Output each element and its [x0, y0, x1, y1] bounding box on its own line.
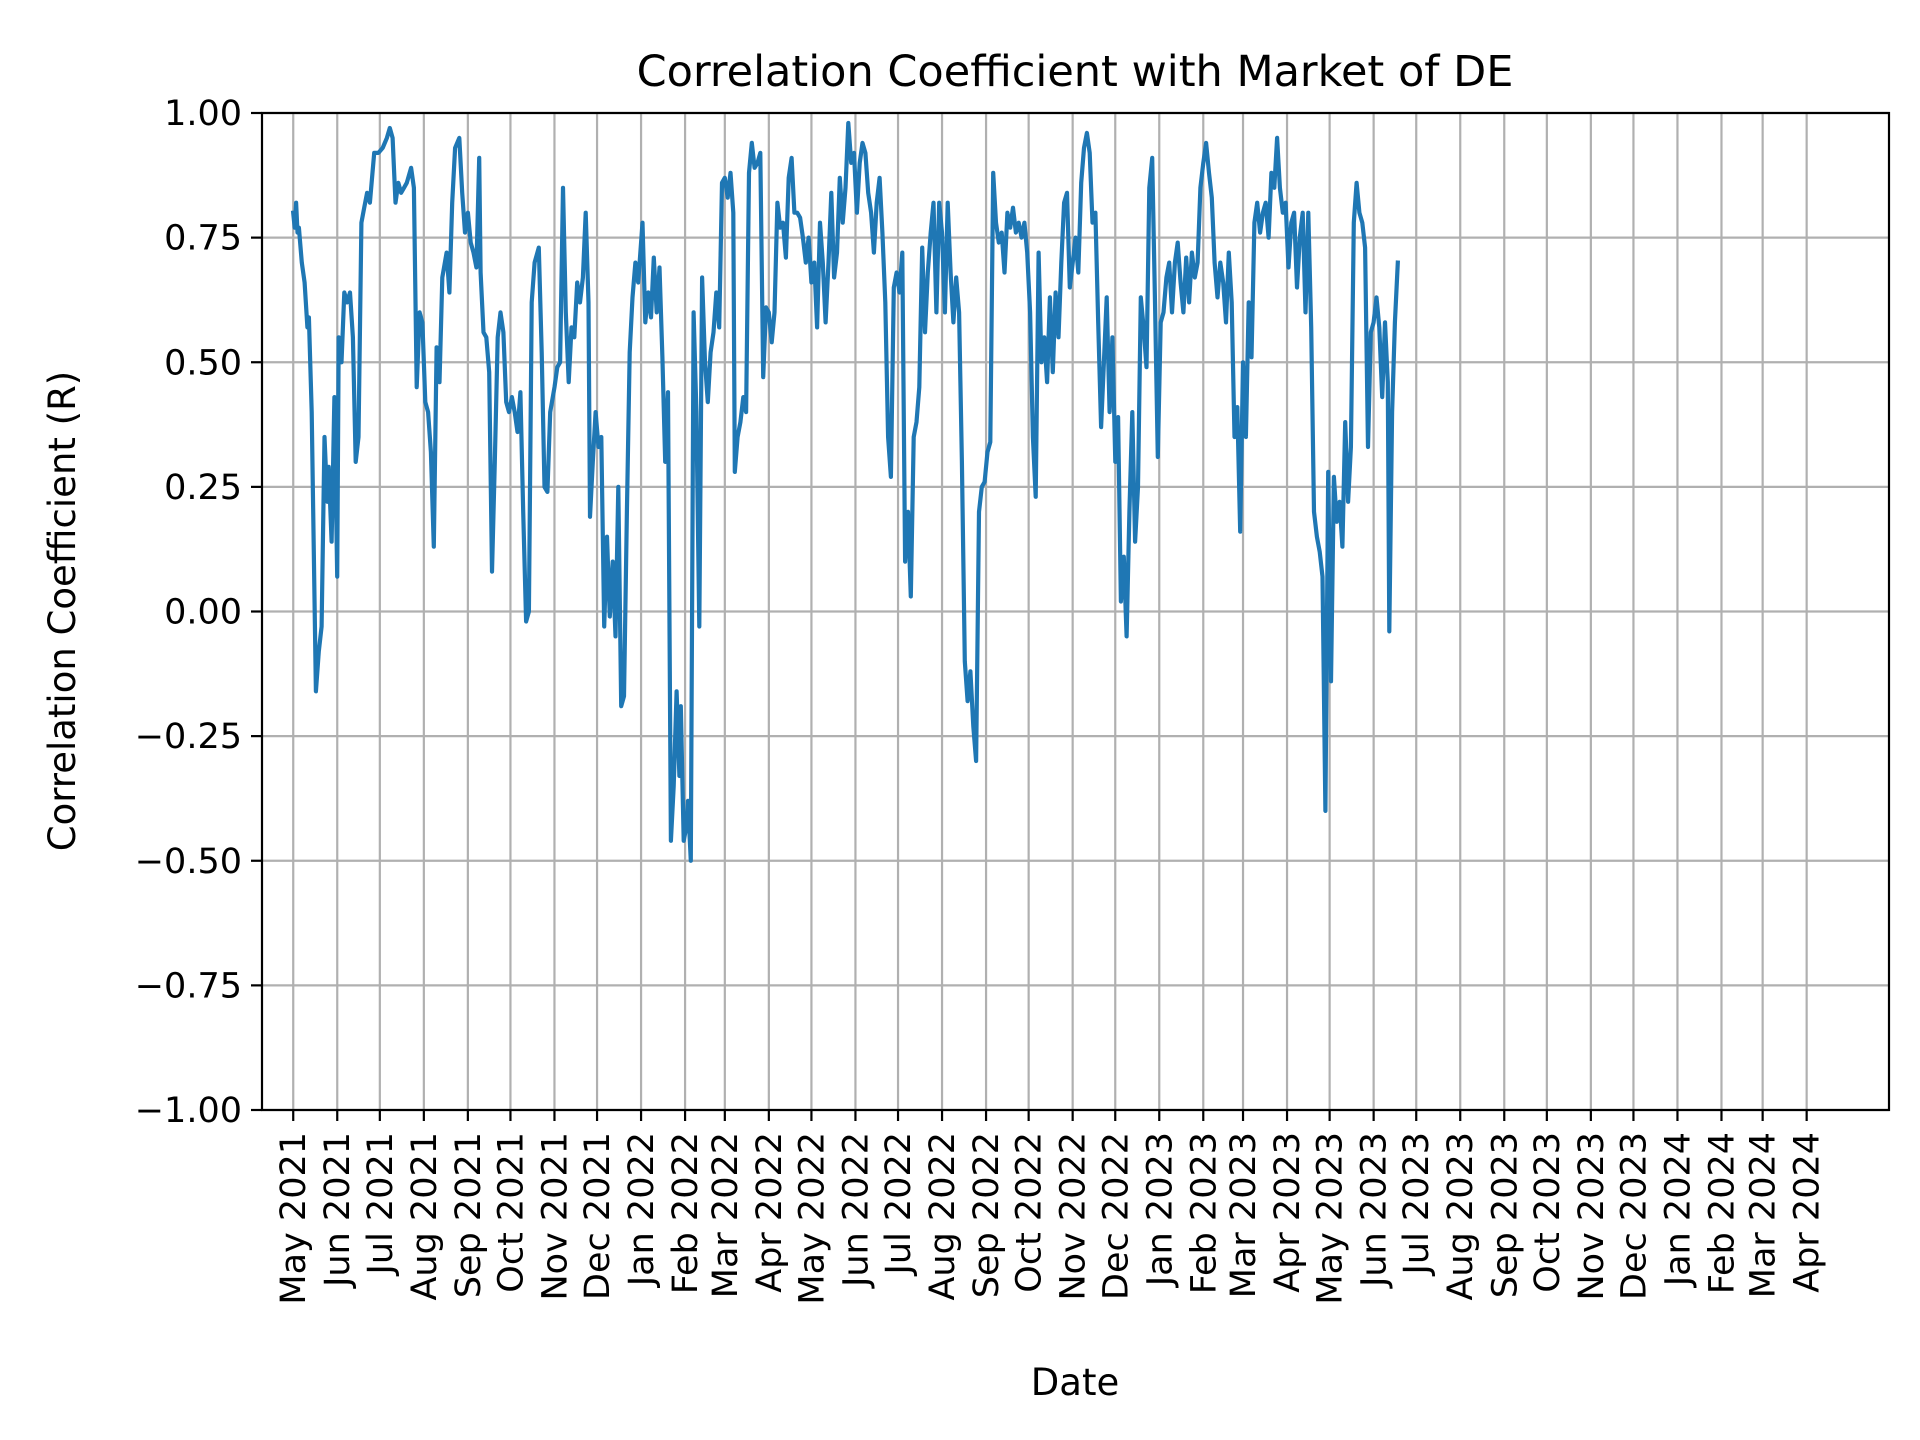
x-tick-label: Apr 2022	[750, 1132, 790, 1293]
x-tick-label: Apr 2023	[1268, 1132, 1308, 1293]
y-tick-label: 0.50	[164, 343, 242, 383]
x-tick-label: Nov 2022	[1054, 1132, 1094, 1301]
x-tick-label: Apr 2024	[1788, 1132, 1828, 1293]
x-tick-label: Feb 2023	[1184, 1132, 1224, 1294]
x-tick-label: Jun 2022	[836, 1132, 876, 1289]
y-tick-label: −0.75	[135, 966, 242, 1006]
x-tick-label: Mar 2024	[1744, 1132, 1784, 1298]
x-tick-label: Dec 2023	[1614, 1132, 1654, 1300]
y-axis-label: Correlation Coefficient (R)	[41, 371, 84, 851]
x-tick-label: Dec 2021	[578, 1132, 618, 1300]
tick-layer: −1.00 −0.75 −0.50 −0.25 0.00 0.25 0.50 0.75 1.00…	[135, 94, 1828, 1305]
x-tick-label: May 2023	[1311, 1132, 1351, 1305]
x-tick-label: Jan 2023	[1140, 1132, 1180, 1288]
x-tick-label: Jan 2024	[1658, 1132, 1698, 1288]
y-tick-label: −1.00	[135, 1091, 242, 1131]
grid-layer	[262, 111, 1889, 1112]
x-tick-label: Jul 2023	[1397, 1132, 1437, 1276]
y-tick-label: −0.25	[135, 717, 242, 757]
x-tick-label: Dec 2022	[1096, 1132, 1136, 1300]
y-tick-label: 0.75	[164, 219, 242, 259]
x-tick-label: Aug 2023	[1441, 1132, 1481, 1301]
x-tick-label: Mar 2022	[706, 1132, 746, 1298]
x-tick-label: Jan 2022	[622, 1132, 662, 1288]
x-tick-label: Feb 2024	[1702, 1132, 1742, 1294]
x-tick-label: Jun 2021	[318, 1132, 358, 1289]
x-axis-label: Date	[1031, 1361, 1119, 1404]
y-tick-label: 0.25	[164, 468, 242, 508]
x-tick-label: Nov 2021	[535, 1132, 575, 1301]
y-tick-label: 1.00	[164, 94, 242, 134]
x-tick-label: Feb 2022	[666, 1132, 706, 1294]
x-tick-label: Oct 2023	[1528, 1132, 1568, 1293]
x-tick-label: Mar 2023	[1224, 1132, 1264, 1298]
x-tick-label: Sep 2023	[1485, 1132, 1525, 1298]
y-tick-label: −0.50	[135, 842, 242, 882]
correlation-series-line	[290, 120, 1400, 863]
x-tick-label: Oct 2022	[1010, 1132, 1050, 1293]
x-tick-label: Sep 2021	[449, 1132, 489, 1298]
x-tick-label: Jul 2022	[879, 1132, 919, 1276]
x-tick-label: Jul 2021	[361, 1132, 401, 1276]
x-tick-label: Jun 2023	[1355, 1132, 1395, 1289]
x-tick-label: Oct 2021	[491, 1132, 531, 1293]
x-tick-label: May 2022	[792, 1132, 832, 1305]
y-tick-label: 0.00	[164, 593, 242, 633]
x-tick-label: Aug 2022	[923, 1132, 963, 1301]
x-tick-label: Nov 2023	[1572, 1132, 1612, 1301]
x-tick-label: Aug 2021	[405, 1132, 445, 1301]
x-tick-label: May 2021	[274, 1132, 314, 1305]
x-tick-label: Sep 2022	[967, 1132, 1007, 1298]
chart-title: Correlation Coefficient with Market of D…	[637, 47, 1514, 97]
